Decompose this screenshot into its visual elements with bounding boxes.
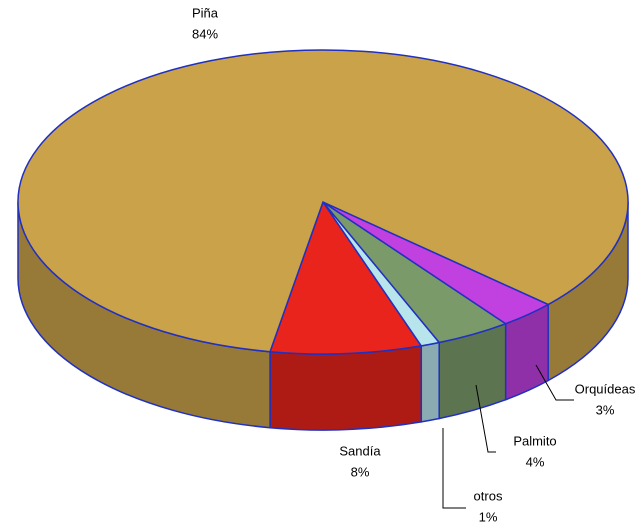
category-label: otros — [474, 488, 503, 503]
leader-line — [535, 364, 574, 401]
value-label: 8% — [351, 464, 370, 479]
value-label: 4% — [526, 454, 545, 469]
pie — [17, 49, 629, 431]
value-label: 3% — [596, 402, 615, 417]
leader-lines — [442, 364, 574, 509]
pie-slice-side — [269, 345, 423, 431]
category-label: Piña — [192, 5, 219, 20]
value-label: 1% — [479, 509, 498, 522]
leader-line — [442, 428, 466, 509]
leader-line — [475, 384, 496, 453]
value-label: 84% — [192, 26, 218, 41]
category-label: Palmito — [513, 433, 556, 448]
pie-slice — [17, 49, 629, 353]
pie-slice-side — [420, 341, 440, 423]
labels: Sandía 8% otros 1% Palmito 4% Orquídeas 3% Piña 8… — [192, 5, 636, 522]
category-label: Sandía — [339, 443, 381, 458]
category-label: Orquídeas — [575, 381, 636, 396]
pie-slice — [269, 200, 423, 355]
